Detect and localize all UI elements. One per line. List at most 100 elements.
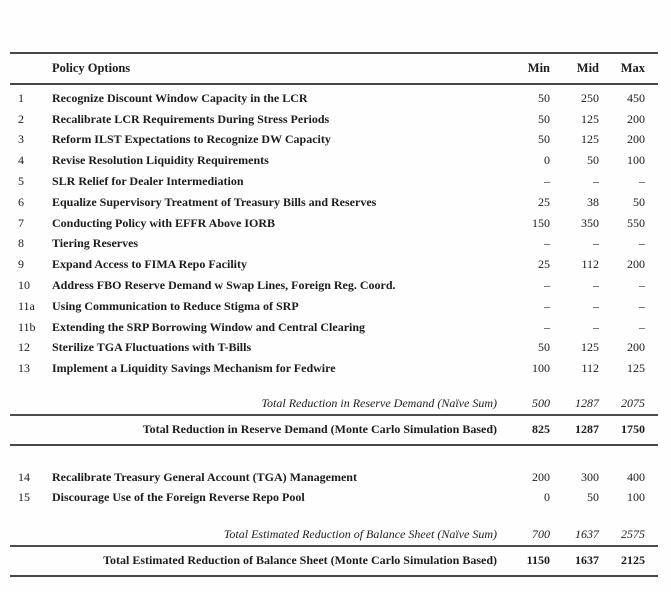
mid-cell: 50 (587, 153, 599, 168)
min-cell: 25 (538, 194, 550, 209)
max-cell: 200 (627, 340, 645, 355)
min-cell: – (544, 278, 550, 293)
mid-cell: 125 (581, 132, 599, 147)
max-cell: 100 (627, 153, 645, 168)
min-cell: 700 (532, 526, 550, 541)
reserve-mc-top-rule (10, 414, 658, 416)
mid-cell: 125 (581, 340, 599, 355)
policy-cell: Extending the SRP Borrowing Window and C… (52, 319, 366, 334)
table-row: 10 Address FBO Reserve Demand w Swap Lin… (10, 275, 658, 296)
table-row: 11b Extending the SRP Borrowing Window a… (10, 317, 658, 338)
row-id: 2 (18, 111, 24, 126)
min-cell: 50 (538, 340, 550, 355)
table-row: 8 Tiering Reserves – – – (10, 234, 658, 255)
policy-cell: Sterilize TGA Fluctuations with T-Bills (52, 340, 252, 355)
header-max: Max (620, 61, 645, 75)
bottom-rule (10, 574, 658, 577)
mid-cell: – (593, 298, 599, 313)
balance-mc-top-rule (10, 545, 658, 547)
mid-cell: 1287 (575, 395, 599, 410)
row-id: 11a (18, 298, 35, 313)
mid-cell: – (593, 319, 599, 334)
policy-cell: SLR Relief for Dealer Intermediation (52, 174, 244, 189)
min-cell: 50 (538, 111, 550, 126)
mid-cell: 250 (581, 90, 599, 105)
mid-cell: 112 (581, 361, 599, 376)
policy-cell: Equalize Supervisory Treatment of Treasu… (52, 194, 377, 209)
min-cell: 50 (538, 90, 550, 105)
max-cell: 125 (627, 361, 645, 376)
table-row: 11a Using Communication to Reduce Stigma… (10, 296, 658, 317)
min-cell: 100 (532, 361, 550, 376)
table-body-reserve-section: 1 Recognize Discount Window Capacity in … (10, 85, 658, 379)
table-row: 1 Recognize Discount Window Capacity in … (10, 88, 658, 109)
max-cell: 200 (627, 132, 645, 147)
mid-cell: 125 (581, 111, 599, 126)
mid-cell: 1287 (575, 422, 599, 437)
min-cell: 0 (544, 490, 550, 505)
max-cell: 2125 (621, 553, 645, 568)
table-row: 9 Expand Access to FIMA Repo Facility 25… (10, 254, 658, 275)
table-row: 2 Recalibrate LCR Requirements During St… (10, 109, 658, 130)
mid-cell: 38 (587, 194, 599, 209)
reserve-mc-label: Total Reduction in Reserve Demand (Monte… (142, 422, 497, 437)
row-id: 9 (18, 257, 24, 272)
policy-cell: Discourage Use of the Foreign Reverse Re… (52, 490, 305, 505)
policy-cell: Implement a Liquidity Savings Mechanism … (52, 361, 336, 376)
max-cell: – (639, 236, 645, 251)
max-cell: – (639, 298, 645, 313)
max-cell: 200 (627, 257, 645, 272)
table-row: 12 Sterilize TGA Fluctuations with T-Bil… (10, 338, 658, 359)
min-cell: – (544, 174, 550, 189)
min-cell: 25 (538, 257, 550, 272)
row-id: 7 (18, 215, 24, 230)
balance-naive-sum-label: Total Estimated Reduction of Balance She… (223, 526, 497, 541)
row-id: 12 (18, 340, 30, 355)
max-cell: – (639, 278, 645, 293)
row-id: 13 (18, 361, 30, 376)
header-mid: Mid (576, 61, 599, 75)
max-cell: 550 (627, 215, 645, 230)
max-cell: 1750 (621, 422, 645, 437)
table-row: 7 Conducting Policy with EFFR Above IORB… (10, 213, 658, 234)
min-cell: – (544, 319, 550, 334)
row-id: 3 (18, 132, 24, 147)
mid-cell: 112 (581, 257, 599, 272)
table-row: 4 Revise Resolution Liquidity Requiremen… (10, 150, 658, 171)
table-row: 13 Implement a Liquidity Savings Mechani… (10, 358, 658, 379)
policy-cell: Address FBO Reserve Demand w Swap Lines,… (52, 278, 396, 293)
row-id: 5 (18, 174, 24, 189)
reserve-naive-sum-row: Total Reduction in Reserve Demand (Naïve… (10, 392, 658, 414)
top-rule (10, 52, 658, 54)
header-min: Min (527, 61, 550, 75)
table-row: 5 SLR Relief for Dealer Intermediation –… (10, 171, 658, 192)
max-cell: – (639, 319, 645, 334)
policy-cell: Recalibrate LCR Requirements During Stre… (52, 111, 330, 126)
row-id: 4 (18, 153, 24, 168)
table-row: 15 Discourage Use of the Foreign Reverse… (10, 488, 658, 509)
policy-cell: Conducting Policy with EFFR Above IORB (52, 215, 276, 230)
min-cell: 1150 (526, 553, 550, 568)
table-header-row: Policy Options Min Mid Max (10, 54, 658, 83)
reserve-monte-carlo-row: Total Reduction in Reserve Demand (Monte… (10, 416, 658, 444)
min-cell: 150 (532, 215, 550, 230)
policy-cell: Tiering Reserves (52, 236, 139, 251)
mid-cell: 50 (587, 490, 599, 505)
policy-cell: Recalibrate Treasury General Account (TG… (52, 469, 357, 484)
policy-cell: Using Communication to Reduce Stigma of … (52, 298, 299, 313)
table-row: 14 Recalibrate Treasury General Account … (10, 467, 658, 488)
row-id: 14 (18, 469, 30, 484)
policy-options-table: Policy Options Min Mid Max 1 Recognize D… (10, 52, 658, 577)
reserve-section-bottom-rule (10, 443, 658, 446)
row-id: 15 (18, 490, 30, 505)
reserve-naive-sum-label: Total Reduction in Reserve Demand (Naïve… (261, 395, 497, 410)
min-cell: 500 (532, 395, 550, 410)
table-row: 3 Reform ILST Expectations to Recognize … (10, 130, 658, 151)
min-cell: – (544, 298, 550, 313)
max-cell: 400 (627, 469, 645, 484)
max-cell: 100 (627, 490, 645, 505)
balance-monte-carlo-row: Total Estimated Reduction of Balance She… (10, 547, 658, 575)
min-cell: 0 (544, 153, 550, 168)
max-cell: 2575 (621, 526, 645, 541)
